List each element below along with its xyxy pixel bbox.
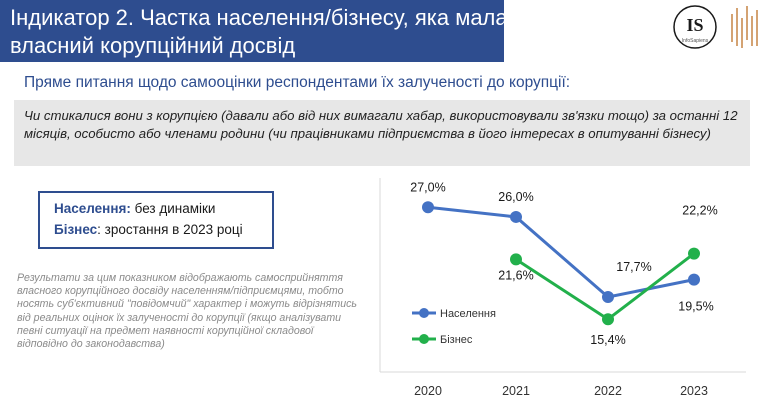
x-tick-label-0: 2020 [414, 384, 442, 398]
data-point-1-1 [510, 253, 522, 266]
data-point-1-2 [602, 313, 614, 326]
bars-logo-icon [731, 6, 758, 48]
summary-population: Населення: без динаміки [54, 201, 215, 216]
summary-business-label: Бізнес [54, 222, 98, 237]
title-line-1: Індикатор 2. Частка населення/бізнесу, я… [10, 5, 508, 30]
infosapiens-logo: IS InfoSapiens [673, 5, 717, 49]
line-chart: 27,0% 26,0% 17,7% 19,5% 21,6% 15,4% 22,2% 2020 2… [376, 176, 768, 408]
data-point-0-3 [688, 273, 700, 286]
summary-box: Населення: без динаміки Бізнес: зростанн… [38, 191, 274, 249]
data-point-0-2 [602, 291, 614, 304]
title-banner: Індикатор 2. Частка населення/бізнесу, я… [0, 0, 508, 62]
data-label-1-3: 22,2% [682, 204, 717, 218]
summary-business-text: : зростання в 2023 році [97, 222, 243, 237]
summary-business: Бізнес: зростання в 2023 році [54, 222, 243, 237]
data-label-0-0: 27,0% [410, 180, 445, 194]
data-label-1-1: 21,6% [498, 268, 533, 282]
data-point-0-0 [422, 201, 434, 214]
chart-svg: 27,0% 26,0% 17,7% 19,5% 21,6% 15,4% 22,2% 2020 2… [379, 178, 746, 398]
data-point-1-3 [688, 247, 700, 260]
legend-label-0: Населення [440, 308, 496, 320]
data-point-0-1 [510, 210, 522, 223]
series-line-0 [427, 205, 695, 299]
x-tick-label-2: 2022 [594, 384, 622, 398]
data-label-1-2: 15,4% [590, 333, 625, 347]
data-label-0-1: 26,0% [498, 190, 533, 204]
legend-marker-1 [419, 334, 429, 344]
summary-population-label: Населення: [54, 201, 131, 216]
question-box: Чи стикалися вони з корупцією (давали аб… [14, 100, 750, 166]
x-tick-label-1: 2021 [502, 384, 530, 398]
methodology-note: Результати за цим показником відображают… [17, 272, 357, 351]
data-label-0-2: 17,7% [616, 260, 651, 274]
title-line-2: власний корупційний досвід [10, 33, 296, 58]
logo-subtext: InfoSapiens [682, 38, 709, 44]
summary-population-text: без динаміки [130, 201, 216, 216]
data-label-0-3: 19,5% [678, 300, 713, 314]
legend-marker-0 [419, 308, 429, 318]
x-tick-label-3: 2023 [680, 384, 708, 398]
question-text: Чи стикалися вони з корупцією (давали аб… [24, 108, 738, 141]
subtitle: Пряме питання щодо самооцінки респондент… [24, 74, 571, 91]
legend-label-1: Бізнес [440, 334, 473, 346]
logo-text: IS [686, 15, 703, 35]
